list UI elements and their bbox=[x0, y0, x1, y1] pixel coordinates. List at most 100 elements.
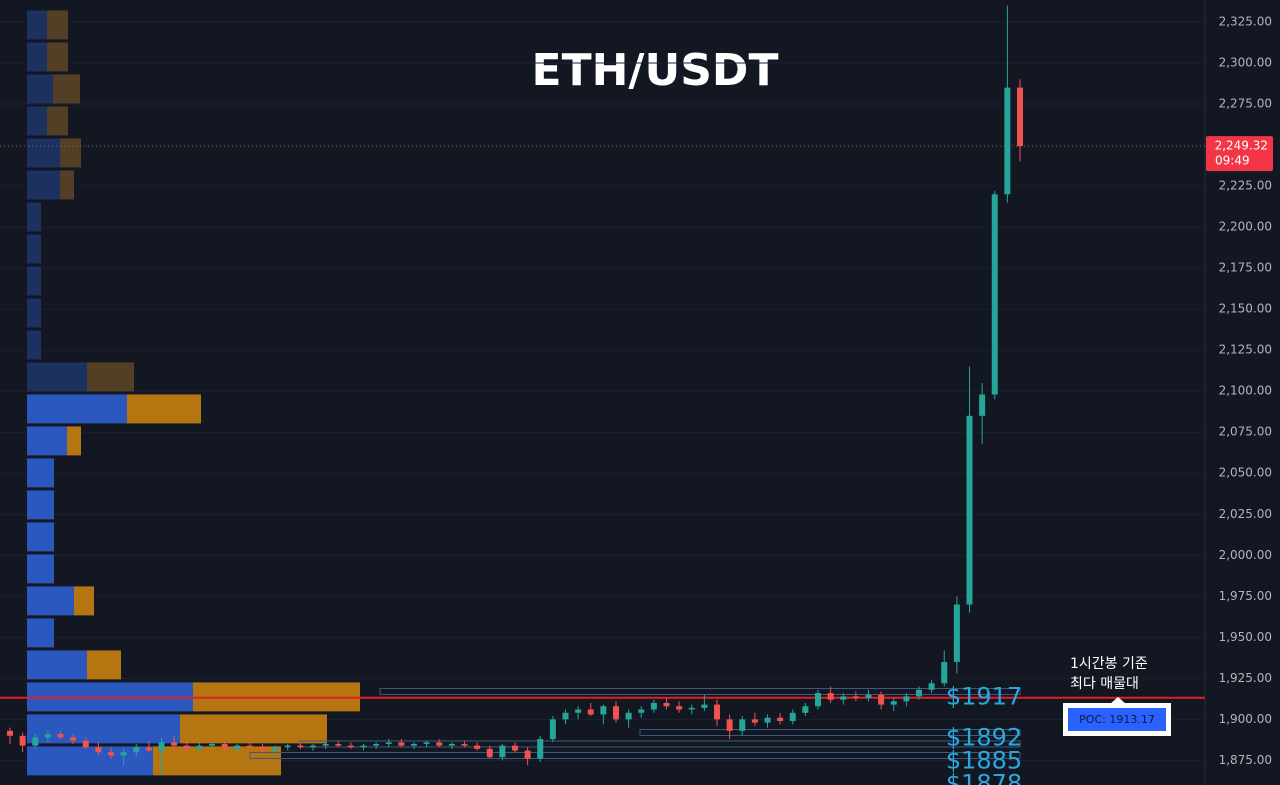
candle-body bbox=[272, 747, 279, 751]
profile-up-bar bbox=[27, 362, 87, 392]
profile-up-bar bbox=[27, 426, 67, 456]
profile-up-bar bbox=[27, 490, 54, 520]
y-tick-label: 2,100.00 bbox=[1219, 384, 1272, 398]
profile-up-bar bbox=[27, 394, 127, 424]
y-tick-label: 2,175.00 bbox=[1219, 261, 1272, 275]
candle-body bbox=[360, 745, 367, 748]
profile-down-bar bbox=[47, 10, 68, 40]
y-tick-label: 2,075.00 bbox=[1219, 425, 1272, 439]
candle-body bbox=[827, 693, 834, 700]
candle-body bbox=[398, 742, 405, 746]
candle-body bbox=[499, 745, 506, 758]
candle-body bbox=[183, 745, 190, 749]
y-tick-label: 1,975.00 bbox=[1219, 589, 1272, 603]
poc-note: 1시간봉 기준 bbox=[1070, 656, 1148, 672]
candle-body bbox=[133, 747, 140, 753]
y-tick-label: 1,925.00 bbox=[1219, 671, 1272, 685]
candle-body bbox=[1017, 87, 1023, 147]
candle-body bbox=[512, 745, 518, 751]
candle-body bbox=[284, 745, 291, 748]
profile-up-bar bbox=[27, 650, 87, 680]
candle-body bbox=[1004, 87, 1011, 195]
profile-up-bar bbox=[27, 202, 41, 232]
candle-body bbox=[777, 717, 784, 722]
last-price-tag bbox=[1206, 136, 1273, 172]
candle-body bbox=[587, 709, 594, 715]
profile-down-bar bbox=[127, 394, 201, 424]
candle-body bbox=[486, 748, 493, 758]
candle-body bbox=[562, 712, 569, 720]
candle-body bbox=[903, 696, 910, 702]
y-tick-label: 1,950.00 bbox=[1219, 630, 1272, 644]
candle-body bbox=[322, 743, 329, 746]
level-label: $1892 bbox=[946, 723, 1022, 751]
candle-body bbox=[575, 709, 582, 713]
y-tick-label: 2,150.00 bbox=[1219, 302, 1272, 316]
profile-up-bar bbox=[27, 746, 153, 776]
profile-down-bar bbox=[60, 138, 81, 168]
profile-up-bar bbox=[27, 266, 41, 296]
profile-down-bar bbox=[60, 170, 74, 200]
candle-body bbox=[714, 704, 720, 720]
candle-body bbox=[916, 689, 922, 697]
candle-body bbox=[941, 661, 948, 684]
candle-body bbox=[158, 742, 165, 751]
profile-down-bar bbox=[180, 714, 327, 744]
profile-up-bar bbox=[27, 714, 180, 744]
candle-body bbox=[953, 604, 960, 662]
candle-body bbox=[524, 750, 531, 759]
level-box bbox=[379, 687, 1021, 695]
profile-up-bar bbox=[27, 74, 53, 104]
y-tick-label: 2,325.00 bbox=[1219, 14, 1272, 28]
poc-box-inner bbox=[1068, 708, 1166, 731]
candle-body bbox=[802, 706, 809, 713]
poc-label: POC: 1913.17 bbox=[1079, 713, 1155, 726]
level-label: $1917 bbox=[946, 682, 1022, 710]
candle-body bbox=[865, 694, 872, 699]
candle-body bbox=[840, 696, 847, 700]
candle-body bbox=[145, 747, 152, 751]
profile-down-bar bbox=[87, 650, 121, 680]
y-tick-label: 1,875.00 bbox=[1219, 753, 1272, 767]
y-tick-label: 2,300.00 bbox=[1219, 56, 1272, 70]
y-tick-label: 2,275.00 bbox=[1219, 97, 1272, 111]
profile-down-bar bbox=[47, 42, 68, 72]
candle-body bbox=[120, 752, 127, 756]
poc-note: 최다 매물대 bbox=[1070, 676, 1139, 692]
candle-body bbox=[789, 712, 796, 722]
profile-up-bar bbox=[27, 170, 60, 200]
profile-down-bar bbox=[153, 746, 281, 776]
profile-up-bar bbox=[27, 10, 47, 40]
y-tick-label: 1,900.00 bbox=[1219, 712, 1272, 726]
chart-title: ETH/USDT bbox=[532, 45, 779, 96]
level-box bbox=[639, 728, 1021, 736]
candle-body bbox=[7, 730, 13, 736]
candle-body bbox=[70, 737, 77, 741]
level-label: $1885 bbox=[946, 746, 1022, 774]
profile-down-bar bbox=[67, 426, 81, 456]
candle-body bbox=[600, 706, 607, 715]
candle-body bbox=[461, 743, 468, 746]
profile-down-bar bbox=[74, 586, 94, 616]
candle-body bbox=[385, 742, 392, 744]
profile-up-bar bbox=[27, 458, 54, 488]
candle-body bbox=[32, 737, 39, 746]
last-price-label: 2,249.32 bbox=[1215, 139, 1268, 153]
candle-body bbox=[966, 415, 973, 605]
candle-body bbox=[688, 707, 695, 710]
y-tick-label: 2,050.00 bbox=[1219, 466, 1272, 480]
y-tick-label: 2,000.00 bbox=[1219, 548, 1272, 562]
candle-body bbox=[701, 704, 708, 708]
candle-body bbox=[650, 702, 657, 710]
profile-down-bar bbox=[53, 74, 80, 104]
candle-body bbox=[171, 742, 178, 746]
candle-body bbox=[474, 745, 481, 749]
y-tick-label: 2,025.00 bbox=[1219, 507, 1272, 521]
candle-body bbox=[448, 743, 455, 746]
level-box bbox=[249, 751, 1021, 759]
candle-body bbox=[297, 745, 304, 748]
candle-body bbox=[878, 694, 885, 705]
